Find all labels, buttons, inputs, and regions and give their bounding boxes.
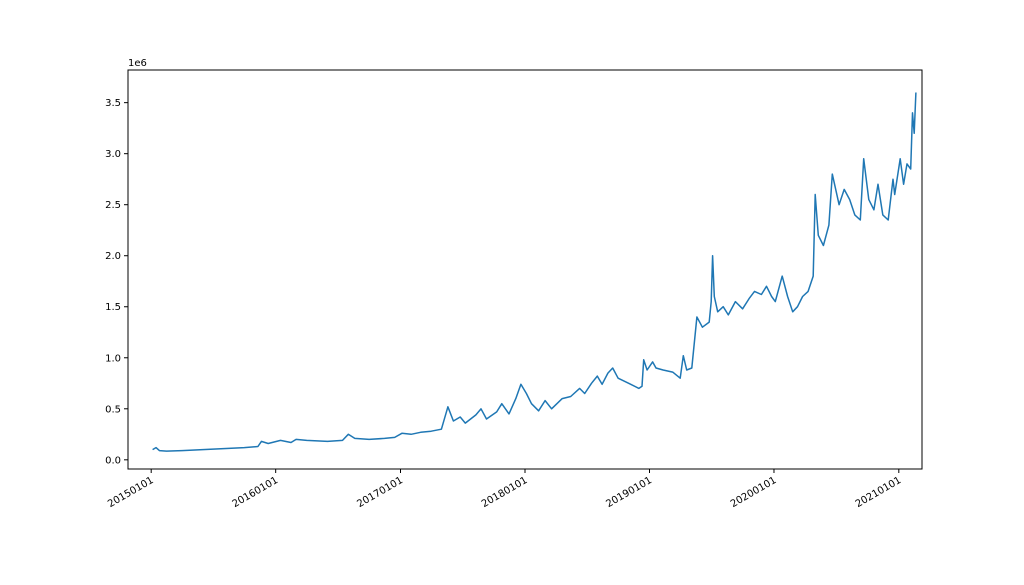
y-tick-label: 1.0 [105, 353, 121, 364]
series-line-layer [152, 92, 917, 452]
y-axis-ticks: 0.0 0.5 1.0 1.5 2.0 2.5 3.0 3.5 [105, 98, 128, 466]
y-tick-label: 3.0 [105, 149, 121, 160]
y-tick-label: 0.0 [105, 455, 121, 466]
series-line-0 [152, 92, 917, 452]
y-axis-offset-label: 1e6 [128, 58, 147, 69]
y-tick-label: 0.5 [105, 404, 121, 415]
y-tick-label: 3.5 [105, 98, 121, 109]
y-tick-label: 2.5 [105, 200, 121, 211]
y-tick-label: 1.5 [105, 302, 121, 313]
y-tick-label: 2.0 [105, 251, 121, 262]
